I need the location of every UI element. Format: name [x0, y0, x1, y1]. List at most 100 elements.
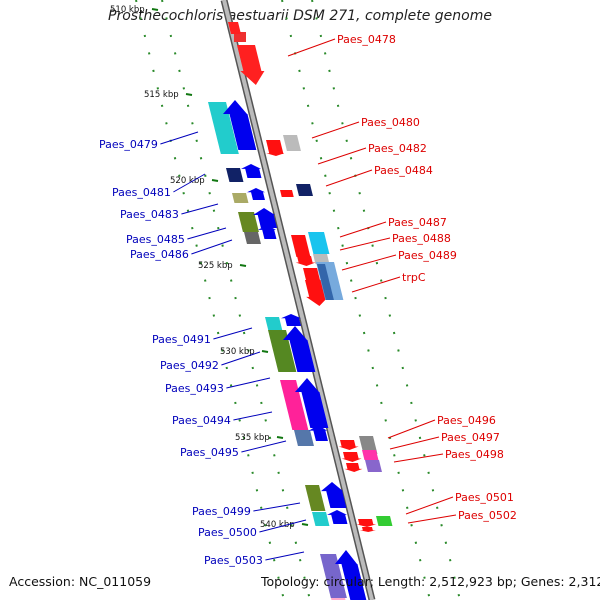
- gene-block-top: [228, 22, 241, 34]
- reverse-label-leader: [351, 276, 401, 293]
- reverse-label-leader: [287, 38, 336, 57]
- forward-gene-label: Paes_0483: [120, 208, 179, 221]
- topology-text: Topology: circular; Length: 2,512,923 bp…: [261, 574, 600, 589]
- gene-arrow-paes-0499: [321, 482, 347, 508]
- reverse-label-leader: [325, 169, 373, 187]
- forward-label-leader: [259, 519, 307, 533]
- gene-labels: Paes_0479 Paes_0481 Paes_0483 Paes_0485 Paes…: [99, 33, 517, 567]
- map-title: Prosthecochloris aestuarii DSM 271, comp…: [108, 8, 492, 24]
- reverse-label-leader: [341, 254, 397, 271]
- gene-arrow-paes-0483: [247, 188, 265, 200]
- tick-mark: [211, 179, 219, 182]
- forward-label-leader: [181, 203, 219, 215]
- gene-arrow-paes-0500: [327, 510, 348, 524]
- reverse-label-leader: [407, 514, 457, 524]
- reverse-gene-label: Paes_0488: [392, 232, 451, 245]
- gene-block-paes-0487: [291, 235, 311, 257]
- reverse-label-leader: [311, 121, 360, 139]
- forward-label-leader: [160, 131, 199, 145]
- gene-block-paes-0488: [308, 232, 330, 254]
- backbone: [222, 0, 374, 600]
- guide-ring: [281, 0, 431, 600]
- gene-arrow-paes-0481: [241, 164, 262, 178]
- gene-arrow-paes-0496: [338, 440, 359, 450]
- reverse-gene-label: Paes_0480: [361, 116, 420, 129]
- gene-block-paes-0499: [305, 485, 326, 511]
- tick-label: 510 kbp: [110, 5, 145, 15]
- reverse-label-leader: [317, 147, 367, 165]
- tick-mark: [239, 264, 247, 267]
- gene-block-paes-0503: [320, 554, 347, 598]
- tick-label: 525 kbp: [198, 261, 233, 271]
- gene-arrow-paes-0503: [335, 550, 367, 600]
- gene-arrow-paes-0491b: [281, 314, 301, 326]
- forward-label-leader: [253, 502, 301, 512]
- reverse-gene-label: Paes_0478: [337, 33, 396, 46]
- forward-gene-label: Paes_0492: [160, 359, 219, 372]
- tick-mark: [301, 523, 309, 526]
- gene-block-paes-0502: [376, 516, 393, 526]
- reverse-gene-label: Paes_0502: [458, 509, 517, 522]
- reverse-gene-label: Paes_0497: [441, 431, 500, 444]
- tick-label: 520 kbp: [170, 176, 205, 186]
- reverse-label-leader: [339, 237, 391, 251]
- forward-gene-label: Paes_0479: [99, 138, 158, 151]
- gene-arrow-paes-0489: [295, 256, 316, 266]
- forward-label-leader: [191, 239, 233, 255]
- forward-gene-label: Paes_0495: [180, 446, 239, 459]
- gene-block-paes-0481: [226, 168, 244, 182]
- tick-mark: [261, 350, 269, 353]
- gene-block-paes-0498: [365, 460, 382, 472]
- forward-label-leader: [265, 551, 305, 561]
- gene-arrow-paes-0478: [237, 45, 265, 85]
- label-leaders: [160, 38, 457, 561]
- gene-block-paes-0492: [268, 330, 297, 372]
- gene-arrow-paes-0492: [283, 326, 316, 372]
- accession-text: Accession: NC_011059: [9, 574, 152, 589]
- gene-block-paes-0497: [362, 450, 379, 460]
- reverse-gene-label: Paes_0496: [437, 414, 496, 427]
- gene-block-paes-0496: [359, 436, 378, 454]
- forward-label-leader: [221, 351, 261, 366]
- gene-block-paes-0485: [238, 212, 259, 232]
- reverse-label-leader: [387, 419, 436, 439]
- forward-gene-label: Paes_0491: [152, 333, 211, 346]
- gene-arrow-paes-0494: [295, 378, 329, 428]
- gene-arrow-paes-0502b: [359, 527, 376, 532]
- forward-label-leader: [226, 377, 271, 389]
- gene-block-paes-0495: [294, 430, 314, 446]
- forward-label-leader: [241, 440, 287, 453]
- gene-block-paes-0500: [312, 512, 330, 526]
- reverse-label-leader: [393, 453, 444, 463]
- reverse-gene-label: Paes_0501: [455, 491, 514, 504]
- forward-gene-label: Paes_0486: [130, 248, 189, 261]
- gene-arrow-paes-0479: [223, 100, 257, 150]
- forward-label-leader: [173, 173, 206, 193]
- reverse-label-leader: [389, 436, 440, 450]
- forward-gene-label: Paes_0500: [198, 526, 257, 539]
- gene-block-paes-0486: [244, 232, 261, 244]
- reverse-gene-label: Paes_0489: [398, 249, 457, 262]
- tick-mark: [185, 93, 193, 96]
- forward-gene-label: Paes_0493: [165, 382, 224, 395]
- gene-arrow-paes-0495: [309, 425, 328, 441]
- tick-label: 515 kbp: [144, 90, 179, 100]
- tick-mark: [276, 436, 284, 439]
- gene-arrow-paes-0497b: [341, 452, 362, 462]
- forward-gene-label: Paes_0494: [172, 414, 231, 427]
- gene-block-trpc-b: [317, 264, 334, 300]
- gene-block-paes-0484: [296, 184, 313, 196]
- gene-features: [208, 22, 393, 600]
- gene-arrow-paes-0498: [344, 463, 363, 472]
- tick-label: 535 kbp: [235, 433, 270, 443]
- forward-label-leader: [213, 327, 253, 340]
- forward-gene-label: Paes_0481: [112, 186, 171, 199]
- tick-label: 540 kbp: [260, 520, 295, 530]
- gene-block: [234, 32, 246, 42]
- forward-gene-label: Paes_0485: [126, 233, 185, 246]
- forward-gene-label: Paes_0499: [192, 505, 251, 518]
- forward-gene-label: Paes_0503: [204, 554, 263, 567]
- forward-label-leader: [233, 411, 273, 421]
- reverse-gene-label: Paes_0498: [445, 448, 504, 461]
